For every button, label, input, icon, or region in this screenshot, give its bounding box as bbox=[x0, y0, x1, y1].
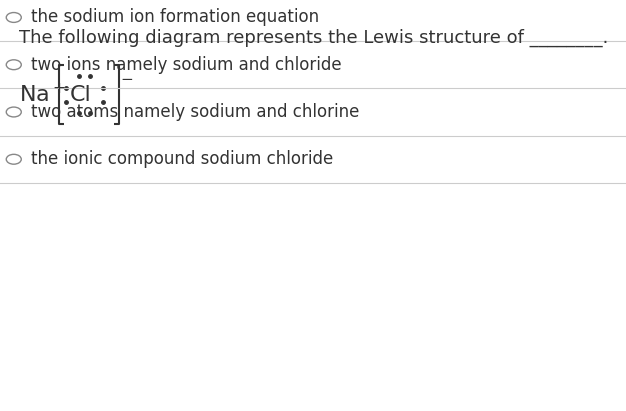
Text: $-$: $-$ bbox=[120, 70, 133, 85]
Text: Cl: Cl bbox=[69, 85, 91, 104]
Text: The following diagram represents the Lewis structure of ________.: The following diagram represents the Lew… bbox=[19, 29, 608, 47]
Text: the sodium ion formation equation: the sodium ion formation equation bbox=[31, 9, 319, 26]
Text: Na$^+$: Na$^+$ bbox=[19, 83, 66, 106]
Text: two ions namely sodium and chloride: two ions namely sodium and chloride bbox=[31, 56, 341, 74]
Text: two atoms namely sodium and chlorine: two atoms namely sodium and chlorine bbox=[31, 103, 359, 121]
Text: the ionic compound sodium chloride: the ionic compound sodium chloride bbox=[31, 150, 333, 168]
